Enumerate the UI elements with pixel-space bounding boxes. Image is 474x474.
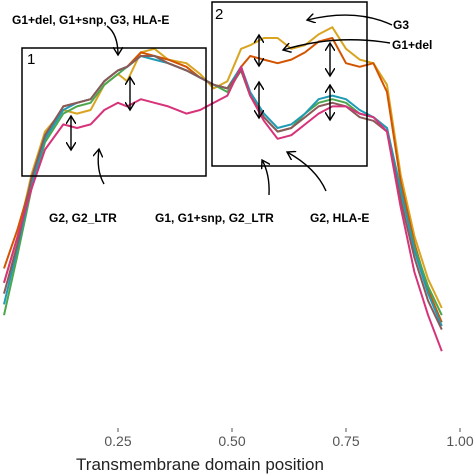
annotation-g2-ltr: G2, G2_LTR <box>49 211 117 225</box>
series-line-2 <box>3 37 443 323</box>
x-axis-title: Transmembrane domain position <box>76 455 324 474</box>
series-line-3 <box>3 55 443 316</box>
annotation-top-left: G1+del, G1+snp, G3, HLA-E <box>12 13 169 27</box>
x-tick-label-3: 0.75 <box>332 433 359 449</box>
gap-arrows <box>71 35 330 150</box>
callout-arrow-2 <box>98 149 105 185</box>
box-1-label: 1 <box>27 51 35 68</box>
annotation-g3: G3 <box>393 18 409 32</box>
series-line-5 <box>3 55 443 331</box>
x-tick-label-1: 0.25 <box>104 433 131 449</box>
series-line-4 <box>3 55 443 327</box>
callout-arrow-3 <box>262 160 269 196</box>
x-axis: 0.25 0.50 0.75 1.00 Transmembrane domain po… <box>76 428 474 474</box>
callout-arrow-1 <box>106 25 118 55</box>
box-2-label: 2 <box>215 6 223 23</box>
annotation-g1-del: G1+del <box>392 38 432 52</box>
highlight-box-2: 2 <box>211 1 368 167</box>
series-line-1 <box>3 26 443 309</box>
x-tick-label-2: 0.50 <box>218 433 245 449</box>
callout-arrow-6 <box>283 39 391 50</box>
series-line-6 <box>3 65 443 352</box>
x-ticks: 0.25 0.50 0.75 1.00 <box>104 428 474 449</box>
series-layer <box>3 26 443 352</box>
callout-arrow-5 <box>307 15 393 26</box>
callout-arrow-4 <box>287 152 327 192</box>
annotation-g2-hla: G2, HLA-E <box>310 211 369 225</box>
annotation-g1-g2ltr: G1, G1+snp, G2_LTR <box>155 211 274 225</box>
callout-arrows <box>98 15 393 196</box>
x-tick-label-4: 1.00 <box>446 433 473 449</box>
